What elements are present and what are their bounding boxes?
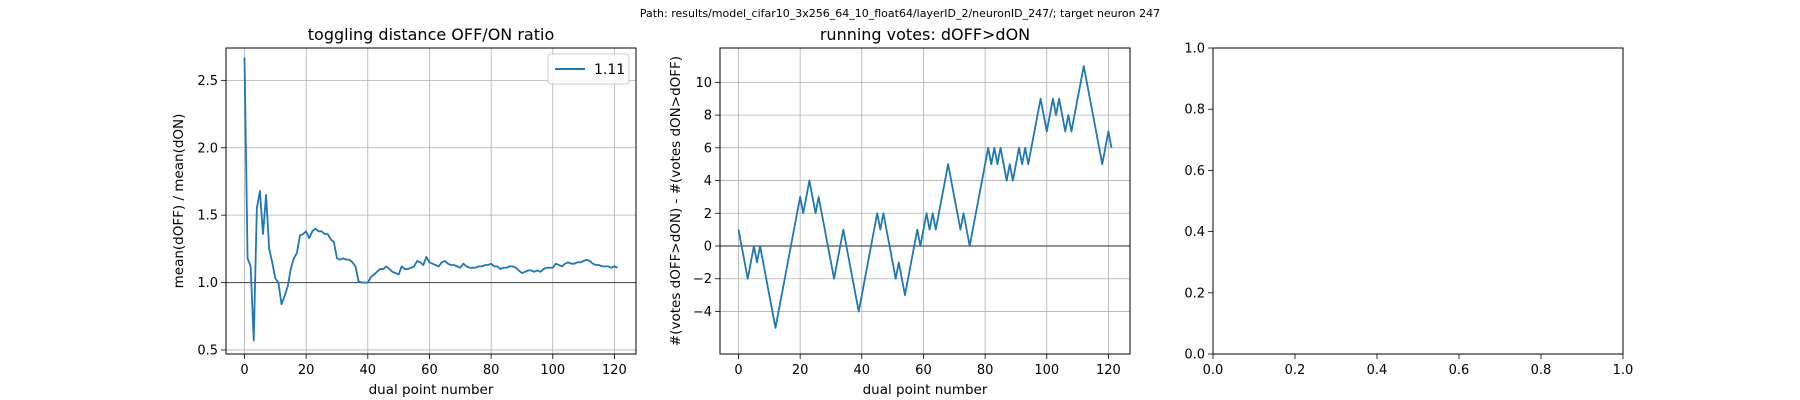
x-tick-label: 100 xyxy=(1034,363,1059,378)
panel-2-title: running votes: dOFF>dON xyxy=(820,25,1030,44)
y-tick-label: 1.0 xyxy=(1184,42,1205,57)
panel-2: running votes: dOFF>dON 0 20 40 60 80 100 120 … xyxy=(668,25,1131,398)
x-tick-label: 80 xyxy=(977,363,994,378)
panel-1-xlabel: dual point number xyxy=(369,382,494,398)
y-tick-label: 0.2 xyxy=(1184,286,1205,301)
x-tick-label: 60 xyxy=(421,363,438,378)
series-line xyxy=(737,65,1113,329)
panel-3: 0.0 0.2 0.4 0.6 0.8 1.0 0.0 0.2 0.4 0.6 0.8 1.0 xyxy=(1184,42,1633,379)
x-tick-label: 40 xyxy=(854,363,871,378)
x-tick-label: 0.6 xyxy=(1449,363,1470,378)
y-tick-label: −4 xyxy=(693,305,712,320)
x-tick-label: 20 xyxy=(298,363,315,378)
figure-suptitle: Path: results/model_cifar10_3x256_64_10_… xyxy=(640,7,1160,20)
x-tick-label: 40 xyxy=(360,363,377,378)
x-tick-label: 100 xyxy=(540,363,565,378)
panel-2-grid xyxy=(720,48,1130,354)
panel-1-yticks: 0.5 1.0 1.5 2.0 2.5 xyxy=(197,74,226,358)
y-tick-label: −2 xyxy=(693,272,712,287)
panel-3-xticks: 0.0 0.2 0.4 0.6 0.8 1.0 xyxy=(1203,354,1634,378)
y-tick-label: 2.5 xyxy=(197,74,218,89)
y-tick-label: 2.0 xyxy=(197,141,218,156)
x-tick-label: 0.0 xyxy=(1203,363,1224,378)
panel-2-xticks: 0 20 40 60 80 100 120 xyxy=(734,354,1121,378)
panel-2-series-layer xyxy=(737,65,1113,329)
y-tick-label: 1.5 xyxy=(197,209,218,224)
panel-2-xlabel: dual point number xyxy=(863,382,988,398)
y-tick-label: 0.0 xyxy=(1184,348,1205,363)
panel-1-frame xyxy=(225,47,637,355)
x-tick-label: 0.2 xyxy=(1285,363,1306,378)
y-tick-label: 8 xyxy=(704,109,712,124)
y-tick-label: 1.0 xyxy=(197,276,218,291)
y-tick-label: 0.5 xyxy=(197,343,218,358)
y-tick-label: 10 xyxy=(695,76,712,91)
x-tick-label: 0 xyxy=(240,363,248,378)
y-tick-label: 6 xyxy=(704,141,712,156)
x-tick-label: 80 xyxy=(483,363,500,378)
panel-3-yticks: 0.0 0.2 0.4 0.6 0.8 1.0 xyxy=(1184,42,1213,363)
x-tick-label: 120 xyxy=(1096,363,1121,378)
panel-1-series-layer xyxy=(243,57,618,342)
x-tick-label: 60 xyxy=(915,363,932,378)
x-tick-label: 0 xyxy=(734,363,742,378)
y-tick-label: 0 xyxy=(704,240,712,255)
panel-1-ylabel: mean(dOFF) / mean(dON) xyxy=(171,114,187,289)
y-tick-label: 4 xyxy=(704,174,712,189)
panel-1: toggling distance OFF/ON ratio 0 20 40 60 80… xyxy=(171,25,637,398)
y-tick-label: 0.8 xyxy=(1184,103,1205,118)
legend-label: 1.11 xyxy=(594,62,625,78)
y-tick-label: 0.4 xyxy=(1184,225,1205,240)
y-tick-label: 2 xyxy=(704,207,712,222)
series-line xyxy=(243,57,618,342)
x-tick-label: 0.4 xyxy=(1367,363,1388,378)
panel-1-xticks: 0 20 40 60 80 100 120 xyxy=(240,354,627,378)
x-tick-label: 1.0 xyxy=(1613,363,1634,378)
panel-2-yticks: −4 −2 0 2 4 6 8 10 xyxy=(693,76,720,320)
y-tick-label: 0.6 xyxy=(1184,164,1205,179)
panel-2-frame xyxy=(719,47,1131,355)
panel-1-title: toggling distance OFF/ON ratio xyxy=(308,25,554,44)
panel-1-legend: 1.11 xyxy=(547,53,630,85)
x-tick-label: 20 xyxy=(792,363,809,378)
legend-box xyxy=(547,53,630,85)
x-tick-label: 120 xyxy=(602,363,627,378)
x-tick-label: 0.8 xyxy=(1531,363,1552,378)
panel-2-ylabel: #(votes dOFF>dON) - #(votes dON>dOFF) xyxy=(668,56,684,346)
panel-3-frame xyxy=(1212,47,1624,355)
panel-1-grid xyxy=(226,48,636,354)
